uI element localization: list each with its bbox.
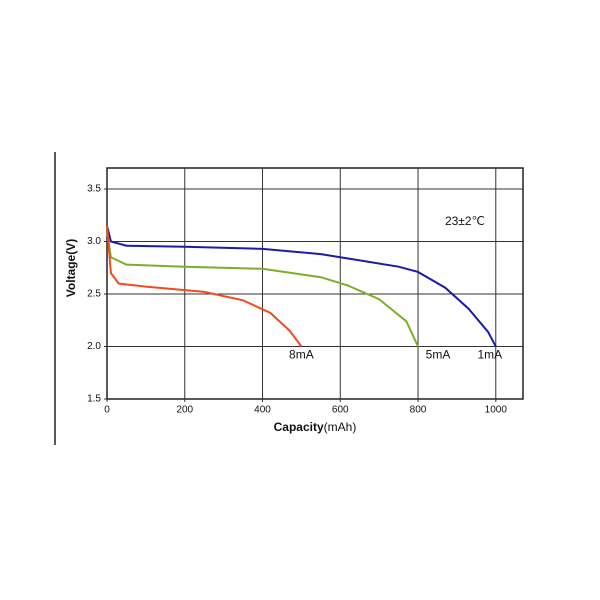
y-tick-label: 1.5 <box>87 394 101 405</box>
x-axis-label-unit: (mAh) <box>324 420 357 434</box>
series-label: 8mA <box>289 348 314 362</box>
x-tick-label: 0 <box>104 405 110 416</box>
series-label: 1mA <box>477 348 502 362</box>
plot-frame <box>106 167 524 400</box>
x-axis-label: Capacity(mAh) <box>274 420 357 434</box>
x-tick-label: 800 <box>410 405 427 416</box>
y-axis-label: Voltage(V) <box>64 239 78 297</box>
line-series <box>106 225 497 347</box>
line-series <box>106 225 303 348</box>
annotation: 23±2℃ <box>445 214 485 228</box>
x-tick-label: 400 <box>254 405 271 416</box>
y-tick-label: 2.0 <box>87 341 101 352</box>
x-tick-label: 200 <box>176 405 193 416</box>
series-label: 5mA <box>426 348 451 362</box>
x-tick-label: 1000 <box>485 405 508 416</box>
y-tick-label: 3.5 <box>87 184 101 195</box>
line-series <box>106 230 419 347</box>
y-tick-label: 3.0 <box>87 236 101 247</box>
x-tick-label: 600 <box>332 405 349 416</box>
y-tick-label: 2.5 <box>87 289 101 300</box>
x-axis-label-main: Capacity <box>274 420 324 434</box>
